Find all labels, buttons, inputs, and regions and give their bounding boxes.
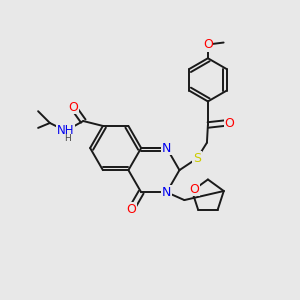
Text: O: O [126, 203, 136, 216]
Text: O: O [68, 101, 78, 114]
Text: N: N [162, 186, 171, 199]
Text: H: H [64, 134, 71, 143]
Text: NH: NH [57, 124, 74, 137]
Text: N: N [162, 142, 171, 154]
Text: O: O [189, 182, 199, 196]
Text: O: O [225, 116, 234, 130]
Text: O: O [203, 38, 213, 51]
Text: S: S [193, 152, 201, 165]
